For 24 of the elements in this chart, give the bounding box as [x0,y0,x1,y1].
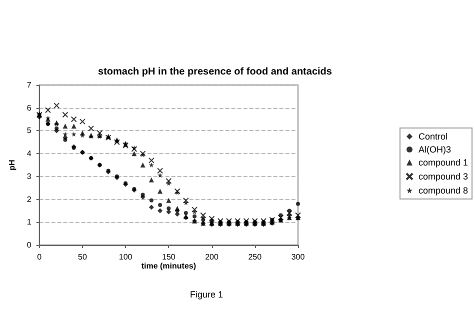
legend-label: compound 3 [418,172,468,182]
x-tick-label: 150 [162,252,176,262]
y-tick-label: 6 [26,103,32,112]
chart-title: stomach pH in the presence of food and antacids [98,66,332,78]
legend-label: Al(OH)3 [418,144,452,154]
y-tick-label: 7 [26,80,32,90]
x-tick-label: 300 [291,252,306,262]
x-tick-label: 0 [37,252,42,262]
x-axis-title: time (minutes) [141,261,196,270]
x-tick-label: 200 [205,252,219,262]
x-tick-label: 250 [248,252,262,262]
x-tick-label: 50 [78,252,88,262]
caption: Figure 1 [190,290,224,300]
y-tick-label: 2 [26,194,32,204]
y-tick-label: 1 [26,218,32,227]
y-tick-label: 3 [26,172,32,181]
x-tick-label: 100 [118,252,133,262]
y-axis-title: pH [8,159,16,170]
y-tick-label: 5 [26,126,32,136]
y-tick-label: 0 [26,240,32,250]
legend-label: compound 1 [418,158,468,168]
legend-label: Control [418,132,448,142]
legend-label: compound 8 [418,186,468,196]
y-tick-label: 4 [26,149,32,158]
